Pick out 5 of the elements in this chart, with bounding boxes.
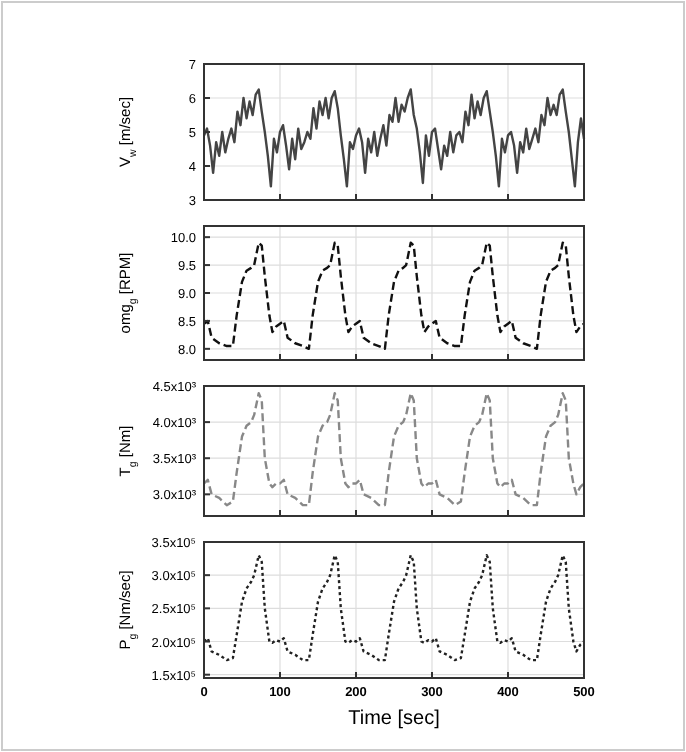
line-series [202,554,586,662]
line-series [202,88,586,188]
x-axis-title: Time [sec] [348,708,441,730]
line-series [202,241,586,351]
line-series [202,392,586,507]
